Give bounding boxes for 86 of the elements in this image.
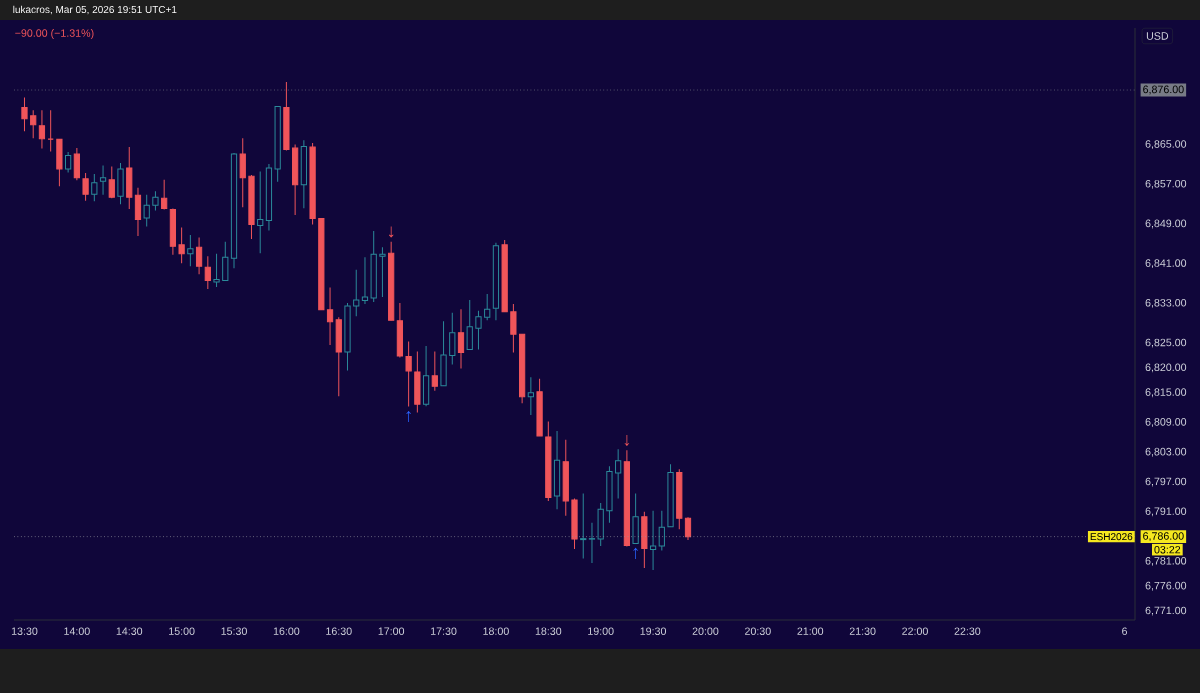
ref-line-label: ESH2026: [1090, 533, 1133, 541]
y-tick-label: 6,857.00: [1145, 179, 1187, 189]
y-tick-label: 6,865.00: [1145, 140, 1187, 150]
x-tick-label: 20:30: [745, 627, 771, 635]
x-tick-label: 21:30: [849, 627, 876, 635]
y-tick-label: 6,876.00: [1143, 85, 1184, 95]
candlestick: [588, 522, 596, 564]
x-tick-label: 20:00: [692, 627, 719, 635]
y-tick-label: 6,833.00: [1145, 299, 1187, 308]
x-tick-label: 13:30: [11, 627, 38, 635]
annotation: ↑: [633, 547, 638, 559]
x-tick-label: 16:30: [326, 627, 352, 635]
candlestick: [65, 151, 72, 173]
candlestick: [91, 173, 98, 202]
candlestick: [405, 341, 412, 408]
candlestick: [204, 255, 211, 290]
candlestick: [615, 448, 622, 499]
candlestick: [326, 287, 334, 346]
candlestick: [649, 510, 657, 571]
candlestick: [379, 246, 386, 298]
y-tick-label: 6,820.00: [1145, 363, 1187, 373]
text: USD: [1146, 32, 1169, 40]
x-tick-label: 18:00: [483, 627, 509, 635]
candlestick: [239, 137, 246, 208]
x-tick-label: 16:00: [273, 627, 300, 635]
candlestick: [47, 109, 54, 153]
candlestick: [484, 293, 491, 321]
x-tick-label: 22:00: [902, 627, 928, 635]
candlestick: [73, 147, 80, 181]
candlestick: [684, 516, 692, 541]
x-tick-label: 22:30: [954, 627, 981, 635]
candlestick: [580, 492, 587, 559]
candlestick: [143, 194, 150, 227]
candlestick: [449, 312, 456, 365]
y-tick-label: 6,776.00: [1145, 581, 1187, 591]
x-tick-label: 17:00: [378, 627, 405, 635]
candlestick: [82, 172, 89, 202]
candlestick: [195, 236, 203, 275]
y-tick-label: 6,803.00: [1145, 447, 1187, 457]
x-tick-label: 19:00: [588, 627, 614, 635]
x-tick-label: 6: [1122, 627, 1128, 635]
y-tick-label: 6,815.00: [1145, 388, 1187, 398]
candlestick: [510, 303, 517, 354]
candlestick: [257, 170, 264, 254]
candlestick: [213, 253, 220, 288]
candlestick: [475, 310, 482, 351]
annotation: ↓: [388, 226, 394, 238]
candlestick: [108, 165, 115, 199]
y-tick-label: 6,849.00: [1145, 219, 1187, 229]
x-tick-label: 14:00: [64, 627, 90, 635]
candlestick: [178, 226, 185, 264]
x-tick-label: 15:00: [169, 627, 195, 635]
annotation: −90.00 (−1.31%): [15, 29, 94, 39]
candlestick: [466, 299, 473, 351]
text: 03:22: [1154, 545, 1181, 554]
annotation: ↓: [624, 434, 630, 447]
candlestick: [187, 234, 194, 267]
y-tick-label: 6,781.00: [1145, 557, 1187, 566]
y-tick-label: 6,786.00: [1143, 532, 1184, 542]
candlestick: [152, 190, 159, 212]
candlestick: [361, 256, 369, 305]
x-tick-label: 17:30: [431, 627, 457, 635]
annotation: ↑: [406, 410, 411, 422]
x-tick-label: 14:30: [116, 627, 143, 635]
candlestick: [161, 179, 168, 211]
y-tick-label: 6,809.00: [1145, 418, 1187, 427]
candlestick: [222, 241, 229, 282]
candlestick: [658, 510, 665, 552]
y-tick-label: 6,825.00: [1145, 338, 1187, 348]
candlestick: [21, 96, 28, 132]
y-tick-label: 6,797.00: [1145, 477, 1187, 487]
x-tick-label: 15:30: [221, 627, 247, 635]
x-tick-label: 21:00: [797, 627, 824, 635]
x-tick-label: 18:30: [535, 627, 562, 635]
candlestick: [353, 269, 360, 317]
candlestick: [30, 109, 37, 139]
candlestick: [38, 109, 46, 150]
chart-title: lukacros, Mar 05, 2026 19:51 UTC+1: [13, 5, 177, 15]
candlestick: [457, 308, 465, 369]
candlestick: [99, 164, 107, 196]
y-tick-label: 6,791.00: [1145, 507, 1187, 517]
y-tick-label: 6,841.00: [1145, 259, 1187, 269]
candlestick: [431, 351, 438, 392]
x-tick-label: 19:30: [640, 627, 667, 635]
candlestick: [527, 376, 534, 416]
y-tick-label: 6,771.00: [1145, 606, 1187, 616]
